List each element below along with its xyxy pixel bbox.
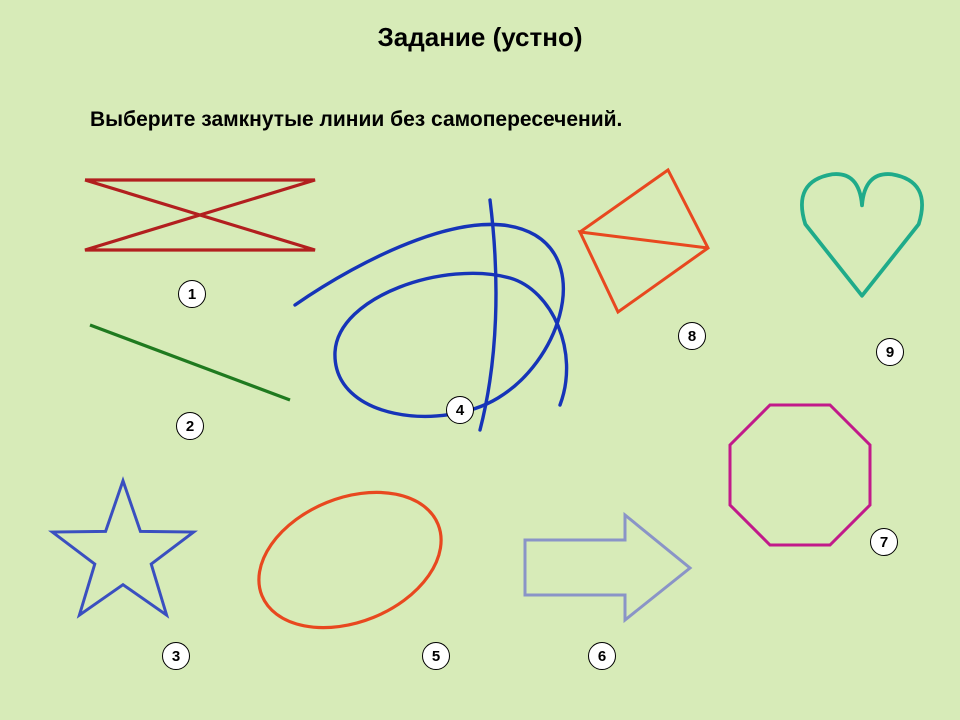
shape-2-segment [90,325,290,400]
label-3: 3 [162,642,190,670]
label-9: 9 [876,338,904,366]
shape-1-crossed-rect [85,180,315,250]
label-8: 8 [678,322,706,350]
label-2: 2 [176,412,204,440]
shape-9-heart [802,174,922,296]
shape-4-freehand [295,200,567,430]
label-5: 5 [422,642,450,670]
shape-7-octagon [730,405,870,545]
shape-8-rhombus [580,170,708,312]
label-7: 7 [870,528,898,556]
shape-6-arrow [525,515,690,620]
shape-3-star [52,481,193,615]
diagram-canvas [0,0,960,720]
label-4: 4 [446,396,474,424]
label-1: 1 [178,280,206,308]
shape-5-ellipse [239,467,462,653]
label-6: 6 [588,642,616,670]
